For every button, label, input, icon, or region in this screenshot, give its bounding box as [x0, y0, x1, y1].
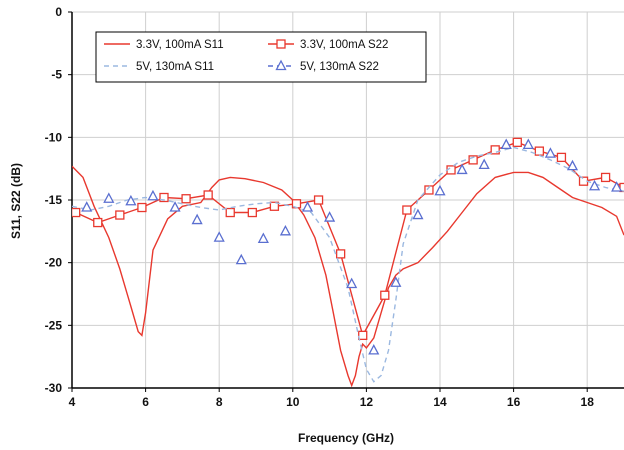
data-point: [169, 201, 181, 212]
data-point: [512, 137, 522, 147]
x-tick-label: 4: [69, 395, 76, 409]
x-tick-label: 10: [286, 395, 300, 409]
y-tick-label: -10: [45, 130, 63, 144]
x-tick-label: 6: [142, 395, 149, 409]
data-point: [456, 163, 468, 175]
y-tick-label: -5: [51, 68, 62, 82]
x-tick-label: 16: [507, 395, 521, 409]
data-point: [225, 207, 235, 218]
y-tick-label: -20: [45, 256, 63, 270]
x-tick-label: 14: [433, 395, 447, 409]
data-point: [159, 192, 169, 203]
data-point: [390, 276, 402, 287]
data-point: [324, 211, 336, 222]
data-point: [566, 159, 579, 171]
data-point: [247, 207, 257, 218]
data-point: [103, 192, 115, 203]
data-point: [279, 224, 292, 236]
data-point: [534, 146, 545, 156]
legend-label: 3.3V, 100mA S22: [300, 39, 388, 51]
data-point: [313, 195, 324, 205]
legend-box: [95, 31, 427, 83]
data-point: [402, 205, 412, 215]
legend: 3.3V, 100mA S11 3.3V, 100mA S22 5V, 130mA …: [95, 31, 427, 83]
data-point: [500, 138, 512, 150]
legend-item: 3.3V, 100mA S11: [104, 39, 224, 51]
y-axis-title: S11, S22 (dB): [9, 163, 23, 239]
legend-item: 5V, 130mA S22: [268, 59, 379, 73]
data-point: [346, 277, 358, 289]
data-point: [137, 202, 147, 213]
data-point: [424, 185, 434, 195]
x-tick-label: 8: [216, 395, 223, 409]
data-point: [181, 194, 191, 204]
data-point: [301, 201, 314, 212]
data-point: [358, 330, 368, 341]
data-point: [368, 344, 380, 355]
data-point: [522, 138, 534, 150]
legend-label: 3.3V, 100mA S11: [136, 39, 224, 51]
data-point: [81, 201, 93, 212]
data-point: [93, 217, 103, 228]
data-point: [335, 249, 346, 259]
data-point: [257, 232, 269, 244]
data-point: [600, 172, 611, 183]
axes: 4 6 8 10 12 14 16 18 0 -5 -10 -15 -20 -25 -30: [45, 5, 624, 409]
data-point: [235, 253, 247, 265]
data-point: [478, 158, 490, 170]
y-tick-label: -30: [45, 381, 63, 395]
x-tick-label: 18: [581, 395, 595, 409]
data-point: [611, 181, 623, 192]
series-4: [81, 138, 623, 355]
x-tick-label: 12: [360, 395, 374, 409]
y-tick-label: -25: [45, 318, 63, 332]
data-point: [588, 179, 601, 191]
data-point: [490, 145, 500, 155]
series-layer: [72, 137, 624, 388]
data-point: [380, 290, 390, 300]
data-point: [544, 147, 556, 158]
legend-marker: [275, 59, 287, 71]
y-tick-label: -15: [45, 193, 63, 207]
data-point: [213, 231, 225, 242]
legend-label: 5V, 130mA S11: [136, 61, 214, 73]
data-point: [468, 155, 478, 165]
legend-item: 3.3V, 100mA S22: [268, 39, 388, 51]
legend-label: 5V, 130mA S22: [300, 61, 379, 73]
data-point: [434, 184, 446, 196]
data-point: [269, 201, 280, 211]
x-axis-title: Frequency (GHz): [298, 431, 394, 445]
data-point: [72, 207, 81, 218]
data-point: [412, 208, 424, 220]
series-2: [72, 137, 624, 341]
series-line: [72, 146, 624, 383]
series-line: [72, 165, 624, 388]
data-point: [115, 210, 125, 220]
data-point: [147, 189, 159, 201]
legend-marker: [276, 39, 286, 49]
y-tick-label: 0: [55, 5, 62, 19]
data-point: [203, 190, 213, 200]
data-point: [125, 194, 137, 206]
series-1: [72, 165, 624, 388]
legend-item: 5V, 130mA S11: [104, 61, 214, 73]
data-point: [556, 152, 567, 163]
data-point: [191, 213, 203, 225]
series-3: [72, 146, 624, 383]
